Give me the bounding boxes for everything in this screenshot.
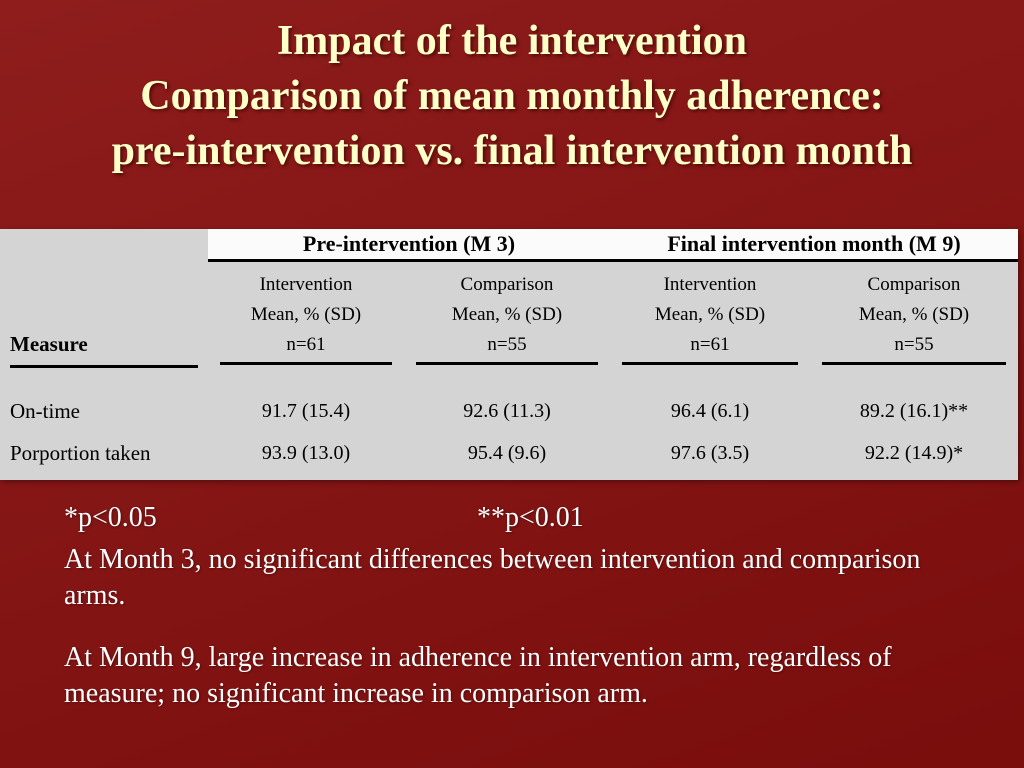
row-label-on-time: On-time bbox=[10, 398, 80, 423]
month3-note: At Month 3, no significant differences b… bbox=[64, 544, 921, 611]
column-header-n: n=61 bbox=[690, 334, 730, 355]
value-cell: 97.6 (3.5) bbox=[670, 441, 750, 464]
column-header-stat: Mean, % (SD) bbox=[250, 304, 362, 325]
column-header-n: n=55 bbox=[487, 334, 527, 355]
table-row-spacer bbox=[0, 368, 1018, 390]
value-cell: 92.6 (11.3) bbox=[463, 399, 551, 422]
group-header-pre-intervention: Pre-intervention (M 3) bbox=[208, 229, 610, 262]
group-header-final-intervention: Final intervention month (M 9) bbox=[610, 229, 1018, 262]
column-header-arm: Intervention bbox=[259, 274, 353, 295]
measure-column-header: Measure bbox=[0, 262, 208, 368]
column-header-stat: Mean, % (SD) bbox=[451, 304, 563, 325]
slide-title: Impact of the intervention Comparison of… bbox=[0, 0, 1024, 179]
title-line-3: pre-intervention vs. final intervention … bbox=[111, 128, 913, 174]
column-header-n: n=55 bbox=[894, 334, 934, 355]
value-cell: 96.4 (6.1) bbox=[670, 399, 750, 422]
title-line-1: Impact of the intervention bbox=[276, 18, 748, 64]
column-header-final-intervention-arm: Intervention Mean, % (SD) n=61 bbox=[610, 262, 810, 368]
column-header-stat: Mean, % (SD) bbox=[654, 304, 766, 325]
value-cell: 95.4 (9.6) bbox=[467, 441, 547, 464]
month9-note: At Month 9, large increase in adherence … bbox=[64, 642, 892, 709]
column-header-arm: Comparison bbox=[460, 274, 554, 295]
value-cell: 89.2 (16.1)** bbox=[859, 399, 969, 422]
notes-block: *p<0.05 **p<0.01 At Month 3, no signific… bbox=[64, 500, 984, 712]
title-line-2: Comparison of mean monthly adherence: bbox=[140, 73, 884, 119]
column-header-arm: Comparison bbox=[867, 274, 961, 295]
column-header-final-comparison-arm: Comparison Mean, % (SD) n=55 bbox=[810, 262, 1018, 368]
column-header-pre-intervention-arm: Intervention Mean, % (SD) n=61 bbox=[208, 262, 404, 368]
column-header-pre-comparison-arm: Comparison Mean, % (SD) n=55 bbox=[404, 262, 610, 368]
value-cell: 91.7 (15.4) bbox=[261, 399, 351, 422]
adherence-table: Pre-intervention (M 3) Final interventio… bbox=[0, 229, 1018, 480]
value-cell: 93.9 (13.0) bbox=[261, 441, 351, 464]
column-header-n: n=61 bbox=[286, 334, 326, 355]
pvalue-note-1: *p<0.05 bbox=[64, 502, 157, 533]
column-header-arm: Intervention bbox=[663, 274, 757, 295]
row-label-porportion-taken: Porportion taken bbox=[10, 440, 151, 465]
measure-column-header-label: Measure bbox=[10, 332, 198, 368]
pvalue-line: *p<0.05 **p<0.01 bbox=[64, 500, 984, 536]
column-header-stat: Mean, % (SD) bbox=[858, 304, 970, 325]
pvalue-note-2: **p<0.01 bbox=[477, 502, 584, 533]
adherence-table-grid: Pre-intervention (M 3) Final interventio… bbox=[0, 229, 1018, 480]
group-header-spacer bbox=[0, 229, 208, 262]
value-cell: 92.2 (14.9)* bbox=[864, 441, 964, 464]
